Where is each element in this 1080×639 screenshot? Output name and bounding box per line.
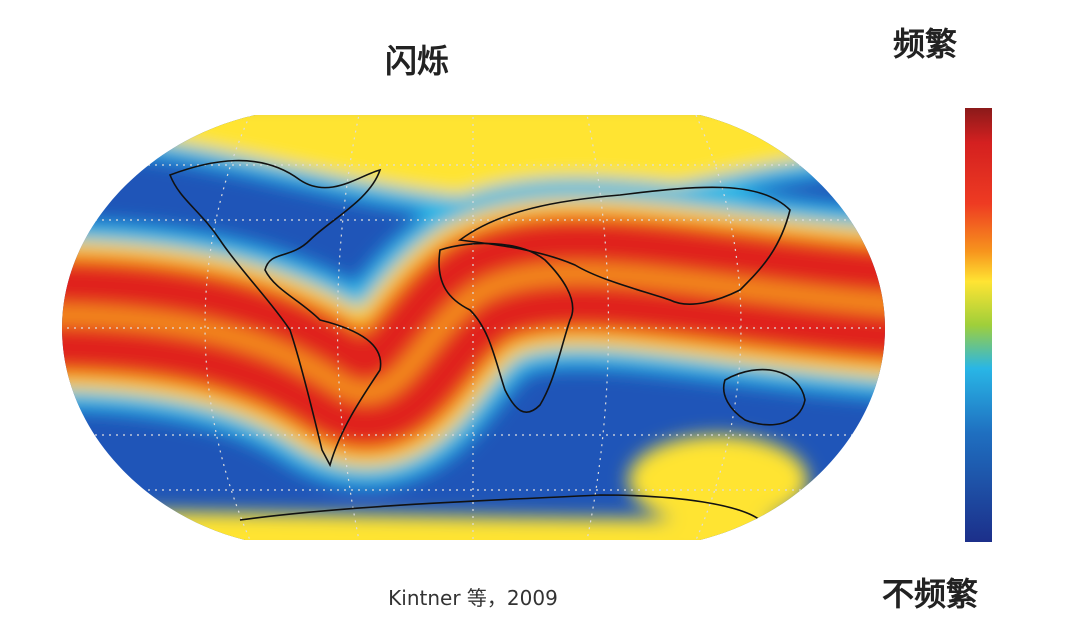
coastlines xyxy=(168,159,806,521)
title: 闪烁 xyxy=(385,42,449,80)
caption: Kintner 等，2009 xyxy=(388,586,558,610)
legend-low: 不频繁 xyxy=(882,575,978,613)
legend-high: 频繁 xyxy=(893,25,957,63)
map xyxy=(62,115,885,540)
color-bar xyxy=(965,108,992,542)
